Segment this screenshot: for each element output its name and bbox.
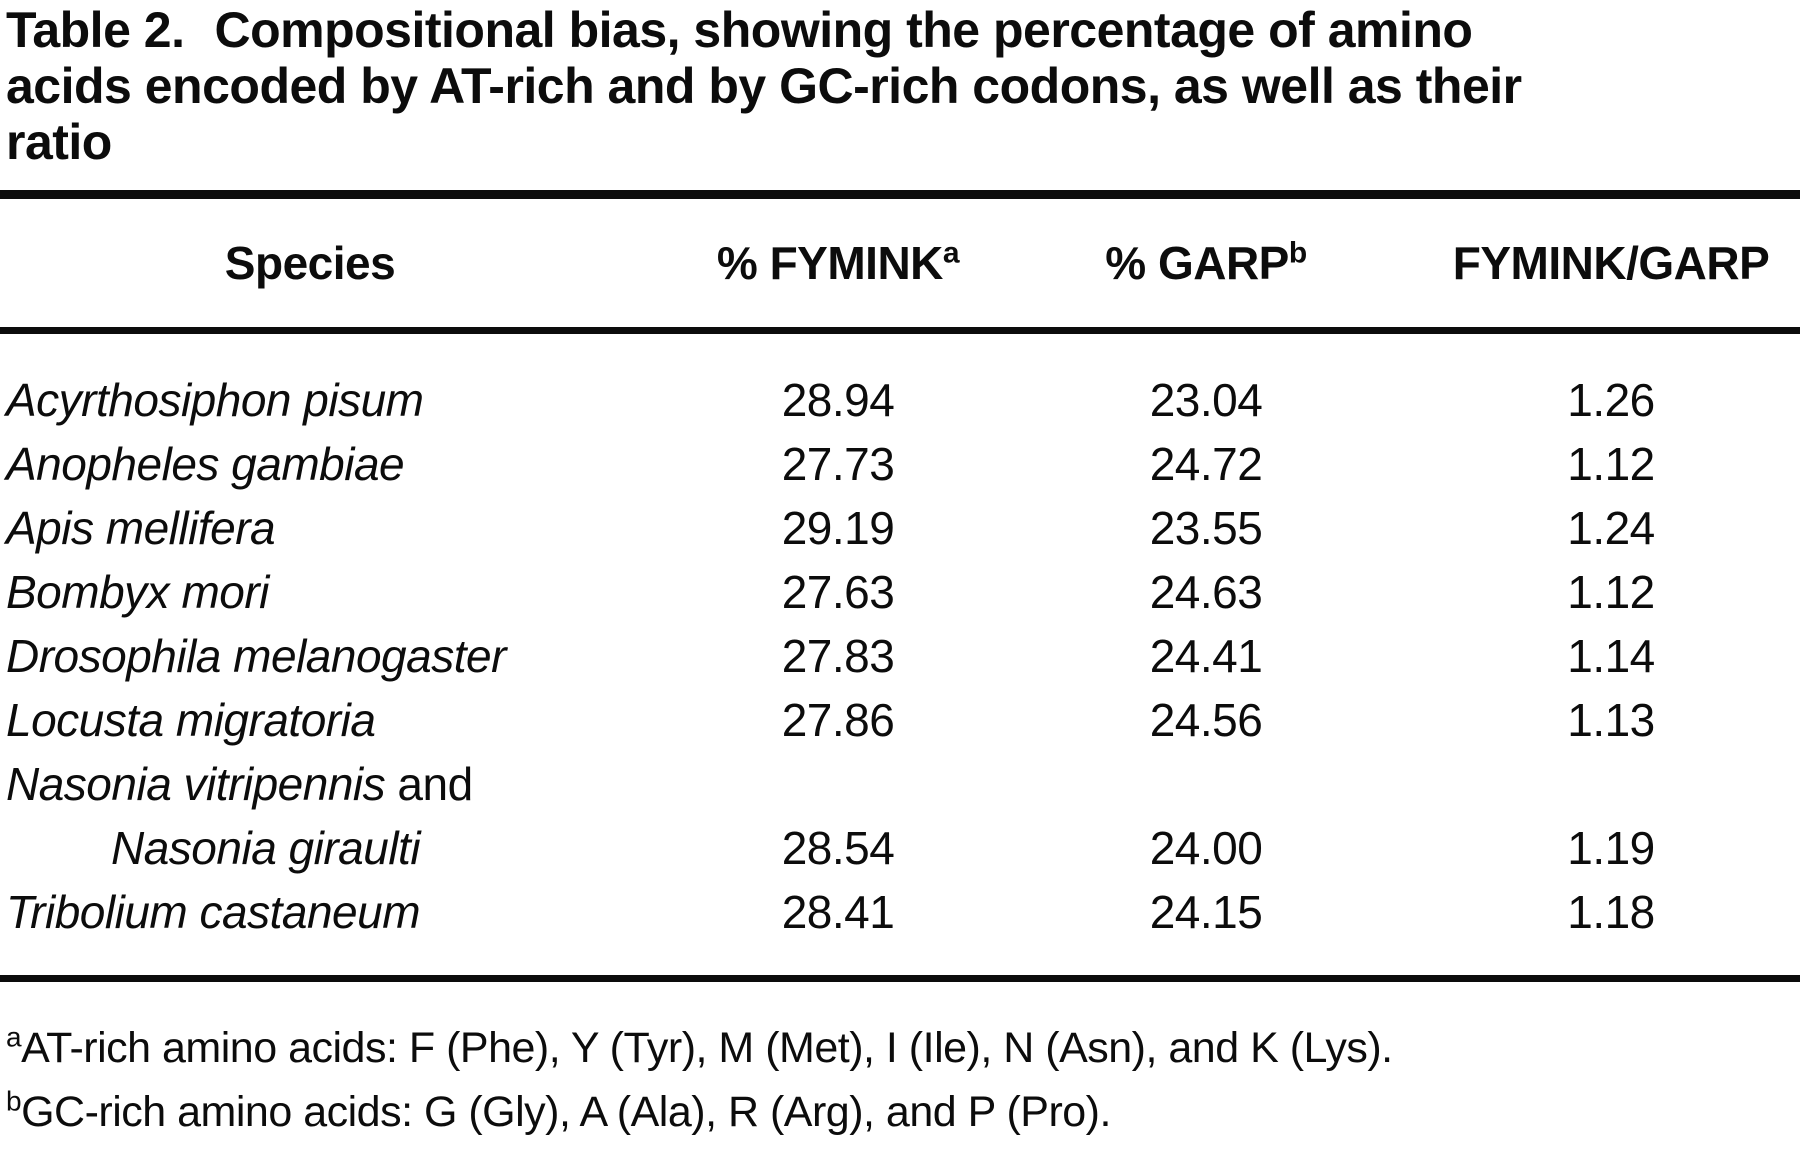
fymink-cell: 28.54 [781, 822, 895, 874]
garp-cell: 23.04 [1149, 374, 1263, 426]
table-title: Table 2. Compositional bias, showing the … [0, 0, 1800, 170]
table-row: Drosophila melanogaster 27.83 24.41 1.14 [0, 624, 1800, 688]
footnote-marker-b-ref: b [1288, 236, 1307, 270]
fymink-cell: 27.73 [781, 438, 895, 490]
ratio-cell: 1.12 [1567, 566, 1655, 618]
footnote-a-text: AT-rich amino acids: F (Phe), Y (Tyr), M… [21, 1024, 1393, 1072]
table-title-line-1: Table 2. Compositional bias, showing the … [6, 2, 1800, 58]
footnote-b-text: GC-rich amino acids: G (Gly), A (Ala), R… [21, 1088, 1111, 1136]
species-cell: Nasonia giraulti [111, 822, 421, 874]
table-number-label: Table 2. [6, 2, 185, 58]
species-suffix: and [385, 758, 473, 810]
garp-cell: 23.55 [1149, 502, 1263, 554]
ratio-cell [1356, 752, 1800, 816]
garp-cell [1056, 752, 1356, 816]
footnote-marker-a-ref: a [942, 236, 960, 270]
table-row: Bombyx mori 27.63 24.63 1.12 [0, 560, 1800, 624]
footnote-a-marker: a [6, 1021, 22, 1053]
garp-cell: 24.63 [1149, 566, 1263, 618]
footnote-a: aAT-rich amino acids: F (Phe), Y (Tyr), … [6, 1016, 1800, 1080]
species-cell: Apis mellifera [6, 502, 276, 554]
species-cell: Locusta migratoria [6, 694, 376, 746]
ratio-cell: 1.26 [1567, 374, 1655, 426]
ratio-cell: 1.12 [1567, 438, 1655, 490]
table-row: Apis mellifera 29.19 23.55 1.24 [0, 496, 1800, 560]
fymink-cell: 29.19 [781, 502, 895, 554]
column-header-garp: % GARPb [1056, 194, 1356, 334]
ratio-cell: 1.19 [1567, 822, 1655, 874]
table-row: Anopheles gambiae 27.73 24.72 1.12 [0, 432, 1800, 496]
ratio-cell: 1.14 [1567, 630, 1655, 682]
ratio-cell: 1.13 [1567, 694, 1655, 746]
table-row: Acyrthosiphon pisum 28.94 23.04 1.26 [0, 331, 1800, 433]
garp-cell: 24.41 [1149, 630, 1263, 682]
table-row: Locusta migratoria 27.86 24.56 1.13 [0, 688, 1800, 752]
ratio-cell: 1.24 [1567, 502, 1655, 554]
table-title-text: Compositional bias, showing the percenta… [214, 2, 1473, 58]
table-title-line-2: acids encoded by AT-rich and by GC-rich … [6, 58, 1522, 114]
species-cell: Bombyx mori [6, 566, 269, 618]
table-row: Tribolium castaneum 28.41 24.15 1.18 [0, 880, 1800, 979]
table-row: Nasonia vitripennis and [0, 752, 1800, 816]
garp-cell: 24.56 [1149, 694, 1263, 746]
table-row: Nasonia giraulti 28.54 24.00 1.19 [0, 816, 1800, 880]
fymink-cell: 27.86 [781, 694, 895, 746]
species-cell: Tribolium castaneum [6, 886, 421, 938]
fymink-cell [620, 752, 1056, 816]
footnote-b-marker: b [6, 1085, 22, 1117]
species-cell: Anopheles gambiae [6, 438, 405, 490]
column-header-fymink: % FYMINKa [620, 194, 1056, 334]
fymink-cell: 27.83 [781, 630, 895, 682]
garp-cell: 24.72 [1149, 438, 1263, 490]
species-cell: Drosophila melanogaster [6, 630, 506, 682]
column-header-species: Species [0, 194, 620, 334]
fymink-cell: 28.94 [781, 374, 895, 426]
table-header-row: Species % FYMINKa % GARPb FYMINK/GARP [0, 194, 1800, 334]
garp-cell: 24.15 [1149, 886, 1263, 938]
species-cell: Nasonia vitripennis and [6, 758, 473, 810]
compositional-bias-table: Species % FYMINKa % GARPb FYMINK/GARP Ac… [0, 190, 1800, 982]
footnote-b: bGC-rich amino acids: G (Gly), A (Ala), … [6, 1080, 1800, 1144]
fymink-cell: 28.41 [781, 886, 895, 938]
table-title-line-3: ratio [6, 114, 112, 170]
table-footnotes: aAT-rich amino acids: F (Phe), Y (Tyr), … [6, 1016, 1800, 1144]
species-cell: Acyrthosiphon pisum [6, 374, 424, 426]
fymink-cell: 27.63 [781, 566, 895, 618]
column-header-ratio: FYMINK/GARP [1356, 194, 1800, 334]
ratio-cell: 1.18 [1567, 886, 1655, 938]
garp-cell: 24.00 [1149, 822, 1263, 874]
